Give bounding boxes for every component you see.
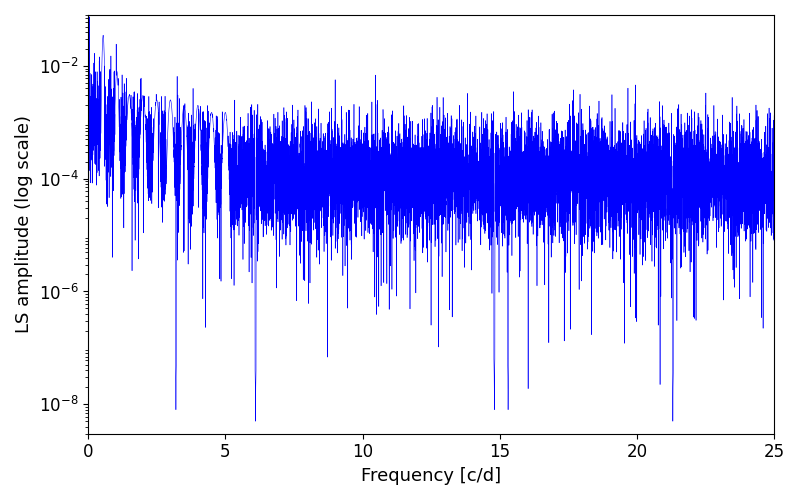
- X-axis label: Frequency [c/d]: Frequency [c/d]: [361, 467, 502, 485]
- Y-axis label: LS amplitude (log scale): LS amplitude (log scale): [15, 116, 33, 334]
